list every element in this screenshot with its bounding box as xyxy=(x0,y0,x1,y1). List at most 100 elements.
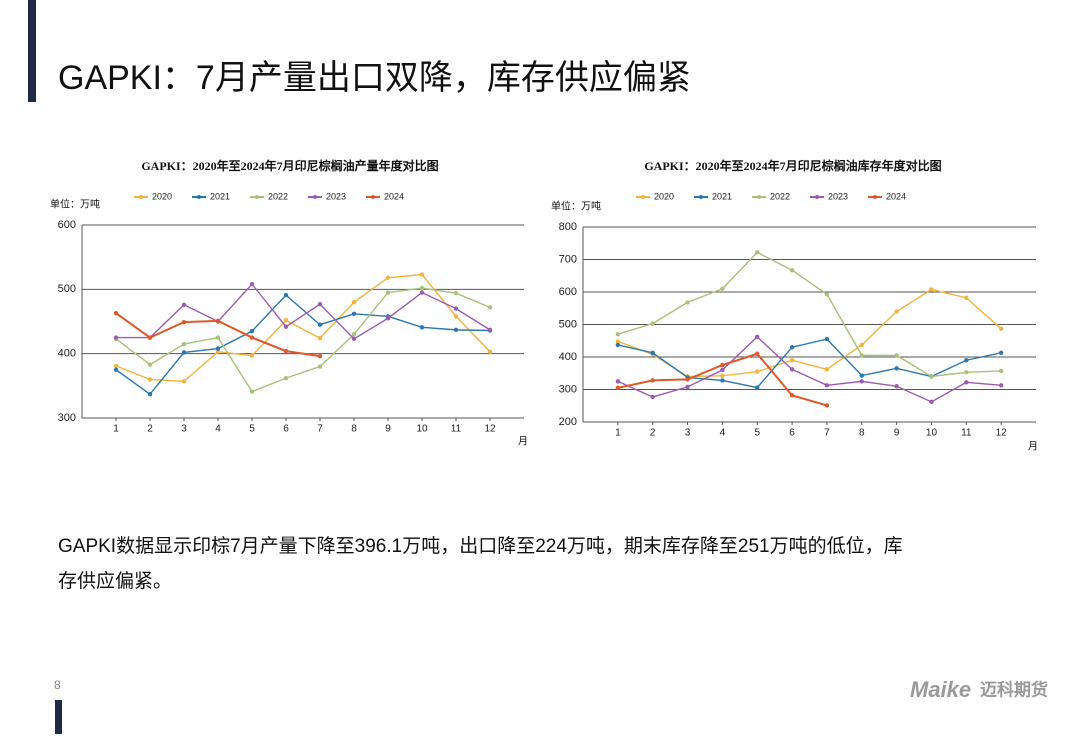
series-line xyxy=(115,294,491,396)
data-point xyxy=(929,374,934,379)
data-point xyxy=(453,306,459,311)
accent-bar xyxy=(28,0,36,102)
data-point xyxy=(351,300,357,305)
data-point xyxy=(755,385,760,390)
y-tick-label: 300 xyxy=(58,412,76,424)
data-point xyxy=(317,364,323,369)
y-tick-label: 500 xyxy=(559,318,577,330)
data-point xyxy=(720,367,725,373)
x-tick-label: 6 xyxy=(283,424,289,435)
legend-marker xyxy=(197,195,201,199)
data-point xyxy=(249,353,255,358)
data-point xyxy=(181,341,187,347)
data-point xyxy=(964,358,969,363)
data-point xyxy=(615,332,621,337)
data-point xyxy=(351,336,357,342)
series-line xyxy=(617,335,1002,403)
body-text: 存供应偏紧。 xyxy=(58,570,172,592)
series-line xyxy=(617,338,1002,389)
x-tick-label: 8 xyxy=(351,424,357,435)
data-point xyxy=(147,362,153,367)
data-point xyxy=(824,367,830,372)
y-tick-label: 200 xyxy=(559,416,577,428)
legend-label: 2023 xyxy=(828,191,848,201)
data-point xyxy=(487,305,493,310)
legend-label: 2022 xyxy=(770,191,790,201)
legend-label: 2022 xyxy=(268,191,288,201)
logo-brand: Maike xyxy=(910,677,971,702)
footer-bar xyxy=(55,700,62,734)
x-tick-label: 3 xyxy=(181,424,187,435)
series-line xyxy=(116,283,491,340)
series-line xyxy=(617,251,1002,378)
x-tick-label: 11 xyxy=(451,424,462,435)
legend-label: 2021 xyxy=(712,191,732,201)
data-point xyxy=(929,287,934,292)
legend-marker xyxy=(139,195,143,199)
data-point xyxy=(650,321,655,326)
data-point xyxy=(615,339,621,344)
legend-marker xyxy=(757,195,761,199)
y-tick-label: 300 xyxy=(559,383,577,395)
data-point xyxy=(720,286,725,291)
legend-label: 2024 xyxy=(384,191,404,201)
data-point xyxy=(487,327,493,333)
legend-label: 2023 xyxy=(326,191,346,201)
x-tick-label: 9 xyxy=(894,428,900,439)
data-point xyxy=(929,399,934,405)
data-point xyxy=(720,373,725,379)
data-point xyxy=(824,292,830,297)
data-point xyxy=(215,318,221,324)
x-tick-label: 9 xyxy=(385,424,391,435)
y-axis-label: 单位：万吨 xyxy=(551,200,601,213)
series-line xyxy=(115,273,491,383)
x-axis-label: 月 xyxy=(518,436,528,448)
x-tick-label: 4 xyxy=(720,428,726,439)
data-point xyxy=(789,345,795,350)
data-point xyxy=(755,351,760,356)
legend-marker xyxy=(371,195,375,199)
data-point xyxy=(615,342,621,348)
data-point xyxy=(685,384,690,390)
page-number: 8 xyxy=(54,678,61,692)
data-point xyxy=(789,358,795,363)
data-point xyxy=(283,292,289,298)
data-point xyxy=(419,290,425,295)
x-tick-label: 5 xyxy=(754,428,760,439)
data-point xyxy=(113,310,119,316)
data-point xyxy=(859,373,864,378)
legend-marker xyxy=(641,195,645,199)
data-point xyxy=(113,367,119,372)
legend-label: 2024 xyxy=(886,191,906,201)
data-point xyxy=(685,377,690,382)
x-tick-label: 1 xyxy=(615,428,621,439)
data-point xyxy=(181,379,187,384)
data-point xyxy=(789,393,795,398)
data-point xyxy=(894,309,899,314)
data-point xyxy=(615,379,621,384)
data-point xyxy=(317,322,323,327)
y-tick-label: 500 xyxy=(58,283,76,295)
body-text: GAPKI数据显示印棕7月产量下降至396.1万吨，出口降至224万吨，期末库存… xyxy=(58,535,903,557)
data-point xyxy=(998,350,1004,355)
data-point xyxy=(964,380,969,385)
data-point xyxy=(283,375,289,381)
data-point xyxy=(215,335,221,340)
data-point xyxy=(824,403,830,408)
data-point xyxy=(453,290,459,296)
y-tick-label: 800 xyxy=(559,221,577,233)
data-point xyxy=(615,385,621,391)
data-point xyxy=(317,353,323,359)
data-point xyxy=(650,378,655,383)
slide-title: GAPKI：7月产量出口双降，库存供应偏紧 xyxy=(58,59,691,97)
legend-marker xyxy=(255,195,259,199)
data-point xyxy=(249,281,255,287)
data-point xyxy=(650,350,655,355)
data-point xyxy=(685,300,690,305)
data-point xyxy=(283,318,289,323)
data-point xyxy=(147,391,153,397)
x-tick-label: 7 xyxy=(824,428,830,439)
x-tick-label: 12 xyxy=(996,428,1008,439)
